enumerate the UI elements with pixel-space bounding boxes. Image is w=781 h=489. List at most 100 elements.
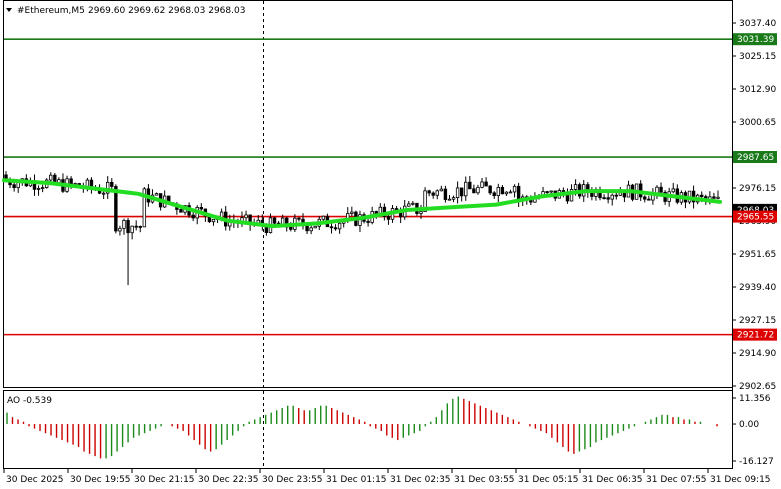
symbol-label: #Ethereum,M5: [17, 6, 85, 16]
level-price-label: 2987.65: [737, 153, 774, 163]
candle-body: [333, 227, 338, 230]
candle-body: [12, 184, 16, 189]
candle-body: [126, 220, 130, 234]
candle-body: [435, 190, 439, 196]
candle-body: [573, 184, 578, 190]
candle-body: [700, 194, 704, 198]
candle-body: [484, 181, 488, 187]
time-tick-label: 31 Dec 06:35: [582, 475, 643, 485]
time-tick-label: 31 Dec 05:15: [518, 475, 579, 485]
ohlc-values: 2969.60 2969.62 2968.03 2968.03: [88, 6, 245, 16]
candle-body: [36, 188, 41, 190]
candle-body: [16, 182, 20, 189]
candle-body: [305, 225, 309, 232]
candle-body: [101, 192, 106, 195]
candle-body: [671, 188, 675, 193]
ao-histogram: [6, 396, 718, 459]
candle-body: [130, 225, 134, 234]
candle-body: [313, 225, 317, 229]
candle-body: [366, 220, 370, 223]
candle-body: [179, 209, 183, 213]
candle-body: [118, 227, 122, 232]
candle-body: [407, 203, 411, 207]
time-tick-label: 30 Dec 21:15: [134, 475, 195, 485]
price-tick-label: 2927.15: [739, 316, 776, 326]
level-price-tag-top: [733, 210, 777, 223]
price-tick-label: 2976.15: [739, 184, 776, 194]
candle-body: [106, 181, 110, 194]
candle-body: [606, 197, 610, 200]
candle-body: [329, 226, 334, 229]
price-tick-label: 2951.65: [739, 250, 776, 260]
candle-body: [455, 187, 460, 198]
level-price-tag: [733, 328, 777, 341]
candle-body: [655, 186, 659, 194]
price-tick-label: 3037.40: [739, 19, 776, 29]
candle-body: [411, 202, 415, 205]
candle-body: [49, 174, 53, 181]
candle-body: [459, 187, 464, 197]
candle-body: [431, 192, 435, 196]
candle-body: [439, 188, 444, 192]
level-price-tag: [733, 151, 777, 164]
candle-body: [427, 190, 431, 194]
time-tick-label: 30 Dec 22:35: [198, 475, 259, 485]
candle-body: [451, 197, 456, 200]
time-tick-label: 31 Dec 09:15: [710, 475, 771, 485]
candle-body: [138, 226, 142, 228]
candle-body: [712, 196, 716, 199]
level-price-label: 3031.39: [737, 35, 774, 45]
candle-body: [691, 190, 696, 203]
time-tick-label: 30 Dec 23:55: [262, 475, 323, 485]
candle-body: [610, 194, 614, 200]
candle-body: [419, 211, 423, 214]
candle-body: [643, 196, 647, 200]
candle-body: [508, 191, 513, 194]
price-tick-label: 3012.90: [739, 85, 776, 95]
collapse-arrow-icon[interactable]: [6, 8, 12, 12]
time-tick-label: 31 Dec 07:55: [646, 475, 707, 485]
ao-panel-frame: [3, 390, 733, 469]
ao-tick-label: -16.127: [739, 457, 774, 467]
candle-body: [386, 216, 391, 220]
candle-body: [114, 186, 118, 232]
ao-tick-label: 0.00: [739, 420, 759, 430]
candle-body: [716, 196, 720, 199]
candle-body: [602, 197, 606, 200]
price-tick-label: 2914.90: [739, 349, 776, 359]
time-tick-label: 31 Dec 01:15: [326, 475, 387, 485]
candle-body: [545, 191, 549, 193]
candle-body: [622, 192, 627, 198]
candle-body: [321, 215, 326, 220]
candle-body: [504, 191, 509, 195]
candle-body: [244, 214, 248, 219]
candle-body: [496, 186, 500, 197]
price-tick-label: 3025.15: [739, 52, 776, 62]
candle-body: [618, 192, 623, 196]
candle-body: [569, 189, 574, 202]
ao-axis: 11.356 0.00 -16.127: [732, 394, 774, 467]
candle-body: [199, 207, 203, 210]
candle-body: [110, 181, 114, 187]
candle-body: [423, 190, 427, 212]
candle-body: [69, 178, 73, 185]
candle-body: [647, 198, 651, 201]
level-price-label: 2921.72: [737, 331, 774, 341]
candle-body: [488, 185, 492, 194]
ao-label: AO -0.539: [7, 396, 52, 406]
candle-body: [512, 185, 517, 193]
time-tick-label: 31 Dec 02:35: [390, 475, 451, 485]
time-tick-label: 30 Dec 19:55: [70, 475, 131, 485]
price-tick-label: 2939.40: [739, 283, 776, 293]
candle-body: [297, 217, 301, 220]
candle-body: [549, 190, 553, 193]
level-price-tag: [733, 33, 777, 46]
price-tick-label: 2902.65: [739, 382, 776, 392]
candle-body: [272, 217, 277, 224]
candle-body: [191, 214, 195, 219]
candle-body: [122, 220, 126, 229]
time-axis: 30 Dec 2025 30 Dec 19:55 30 Dec 21:15 30 De…: [3, 469, 771, 485]
candle-body: [476, 186, 480, 194]
candle-body: [154, 193, 159, 196]
